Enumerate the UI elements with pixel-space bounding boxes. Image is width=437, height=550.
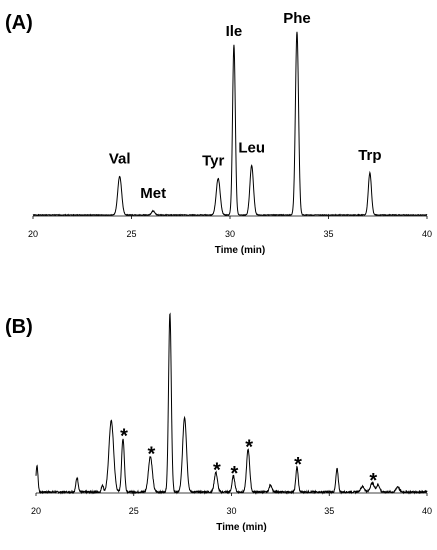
peak-marker-asterisk: *: [231, 463, 239, 485]
panel-a-chromatogram: (A) 20 25 30 35 40 Time (min) Val Met Tyr Ile Leu Ph…: [5, 10, 432, 256]
peak-marker-asterisk: *: [213, 459, 221, 481]
peak-marker-asterisk: *: [369, 470, 377, 492]
panel-b-chromatogram: (B) 20 25 30 35 40 Time (min) * * * * * * *: [5, 312, 432, 533]
x-axis-title: Time (min): [215, 245, 265, 256]
peak-label-tyr: Tyr: [202, 152, 224, 169]
peak-marker-asterisk: *: [294, 454, 302, 476]
x-tick-label: 20: [28, 229, 38, 239]
x-tick-label: 35: [324, 506, 334, 516]
peak-label-trp: Trp: [358, 147, 381, 164]
panel-label: (B): [5, 316, 33, 338]
peak-marker-asterisk: *: [245, 436, 253, 458]
x-tick-label: 30: [225, 229, 235, 239]
x-tick-label: 25: [129, 506, 139, 516]
x-tick-label: 30: [226, 506, 236, 516]
x-tick-label: 40: [422, 229, 432, 239]
chromatogram-trace: [32, 31, 428, 217]
peak-marker-asterisk: *: [147, 443, 155, 465]
x-tick-label: 20: [31, 506, 41, 516]
x-axis-title: Time (min): [216, 522, 266, 533]
x-tick-label: 40: [422, 506, 432, 516]
peak-label-leu: Leu: [238, 140, 265, 157]
peak-label-phe: Phe: [283, 10, 311, 27]
peak-marker-asterisk: *: [120, 426, 128, 448]
chromatogram-trace: [35, 312, 428, 495]
peak-label-ile: Ile: [226, 23, 243, 40]
x-tick-label: 35: [323, 229, 333, 239]
peak-label-val: Val: [109, 151, 131, 168]
panel-label: (A): [5, 12, 33, 34]
x-tick-label: 25: [126, 229, 136, 239]
peak-label-met: Met: [140, 185, 166, 202]
